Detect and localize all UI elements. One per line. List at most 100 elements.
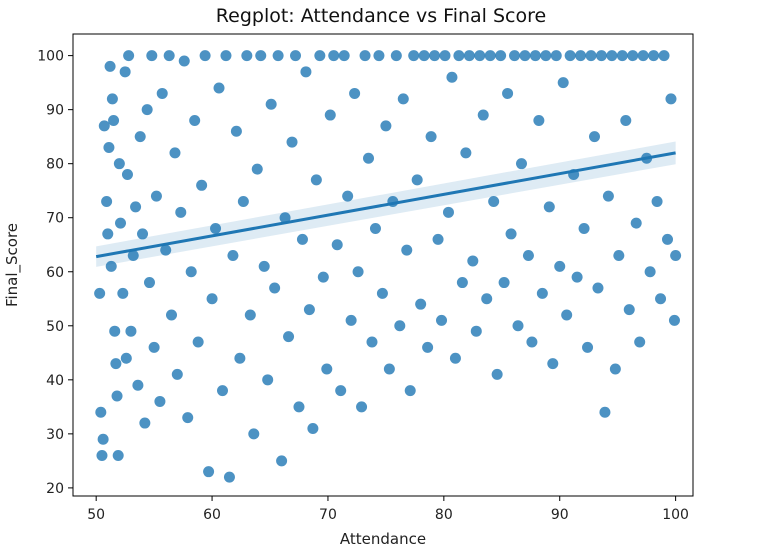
scatter-point (139, 417, 151, 429)
scatter-point (376, 287, 388, 299)
scatter-point (411, 174, 423, 186)
scatter-point (592, 282, 604, 294)
scatter-point (415, 298, 427, 310)
scatter-point (182, 412, 194, 424)
scatter-point (199, 50, 211, 62)
scatter-point (310, 174, 322, 186)
scatter-point (255, 50, 267, 62)
scatter-point (290, 50, 301, 62)
scatter-point (220, 50, 232, 62)
scatter-point (366, 336, 378, 348)
scatter-point (439, 50, 451, 62)
scatter-point (166, 309, 177, 321)
scatter-point (550, 50, 562, 62)
scatter-point (102, 228, 114, 240)
scatter-point (422, 341, 434, 353)
scatter-point (582, 341, 594, 353)
scatter-point (442, 206, 454, 218)
scatter-point (404, 385, 416, 397)
scatter-point (120, 352, 132, 364)
scatter-point (533, 114, 545, 126)
scatter-point (265, 98, 277, 110)
scatter-point (352, 266, 364, 278)
scatter-point (522, 250, 534, 262)
scatter-point (335, 385, 347, 397)
scatter-point (369, 223, 381, 235)
scatter-point (123, 50, 135, 62)
scatter-point (665, 93, 677, 105)
scatter-point (495, 50, 507, 62)
y-tick-label: 50 (46, 319, 64, 335)
scatter-point (491, 368, 503, 380)
scatter-point (230, 125, 242, 137)
scatter-point (571, 271, 583, 283)
scatter-point (110, 358, 122, 370)
scatter-point (248, 428, 260, 440)
chart-title: Regplot: Attendance vs Final Score (216, 5, 546, 27)
regression-line (95, 151, 676, 259)
scatter-point (121, 168, 133, 180)
y-tick-label: 40 (46, 373, 64, 389)
scatter-point (342, 190, 354, 202)
y-tick-label: 70 (46, 211, 64, 227)
scatter-point (141, 104, 153, 116)
scatter-point (175, 206, 187, 218)
scatter-point (237, 196, 249, 208)
scatter-point (137, 228, 149, 240)
scatter-point (397, 93, 409, 105)
scatter-point (148, 341, 160, 353)
scatter-point (117, 287, 129, 299)
scatter-point (106, 93, 118, 105)
scatter-point (585, 50, 597, 62)
scatter-point (526, 336, 538, 348)
scatter-point (134, 131, 146, 143)
scatter-point (408, 50, 420, 62)
scatter-point (217, 385, 228, 397)
scatter-point (108, 114, 120, 126)
scatter-point (394, 320, 406, 332)
scatter-point (470, 325, 482, 337)
scatter-point (515, 158, 527, 170)
scatter-point (453, 50, 465, 62)
scatter-point (561, 309, 573, 321)
scatter-point (293, 401, 305, 413)
scatter-point (338, 50, 350, 62)
scatter-point (127, 250, 139, 262)
scatter-point (185, 266, 197, 278)
scatter-point (98, 120, 110, 132)
x-tick-label: 80 (435, 507, 453, 523)
scatter-point (662, 233, 673, 245)
x-tick-label: 50 (87, 507, 105, 523)
scatter-point (328, 50, 340, 62)
scatter-point (509, 50, 521, 62)
scatter-point (359, 50, 371, 62)
scatter-point (251, 163, 263, 175)
scatter-point (609, 363, 621, 375)
scatter-point (589, 131, 600, 143)
scatter-point (234, 352, 246, 364)
scatter-point (655, 293, 667, 305)
scatter-point (637, 50, 649, 62)
scatter-point (331, 239, 343, 251)
scatter-point (467, 255, 479, 267)
scatter-point (286, 136, 298, 148)
x-tick-label: 100 (662, 507, 689, 523)
scatter-point (418, 50, 430, 62)
scatter-point (321, 363, 333, 375)
scatter-point (95, 406, 107, 418)
scatter-point (363, 152, 375, 164)
scatter-point (279, 212, 291, 224)
scatter-point (115, 217, 127, 229)
scatter-point (425, 131, 437, 143)
scatter-point (380, 120, 392, 132)
scatter-point (648, 50, 660, 62)
y-axis: 20 30 40 50 60 70 80 90 100 (37, 49, 73, 497)
scatter-point (623, 304, 635, 316)
scatter-point (595, 50, 607, 62)
scatter-point (670, 250, 682, 262)
scatter-point (307, 422, 319, 434)
scatter-point (189, 114, 201, 126)
scatter-point (627, 50, 639, 62)
scatter-point (502, 87, 514, 99)
